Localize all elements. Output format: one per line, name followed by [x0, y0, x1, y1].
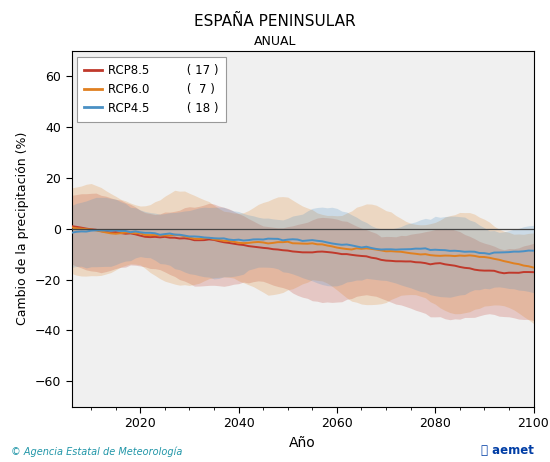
Legend: RCP8.5          ( 17 ), RCP6.0          (  7 ), RCP4.5          ( 18 ): RCP8.5 ( 17 ), RCP6.0 ( 7 ), RCP4.5 ( 18… [78, 57, 226, 122]
Text: ESPAÑA PENINSULAR: ESPAÑA PENINSULAR [194, 14, 356, 29]
Text: 🌎 aemet: 🌎 aemet [481, 444, 534, 457]
Text: ANUAL: ANUAL [254, 35, 296, 48]
Y-axis label: Cambio de la precipitación (%): Cambio de la precipitación (%) [16, 132, 29, 325]
X-axis label: Año: Año [289, 436, 316, 450]
Text: © Agencia Estatal de Meteorología: © Agencia Estatal de Meteorología [11, 447, 183, 457]
